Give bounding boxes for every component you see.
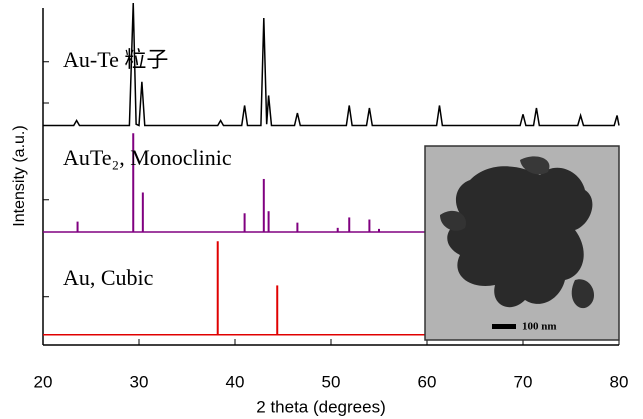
plot-area: 20 30 40 50 60 70 80 Au-Te 粒子 AuTe₂, Monoclinic A… xyxy=(34,2,629,391)
panel-label: Au, Cubic xyxy=(63,265,154,290)
particle xyxy=(571,279,595,309)
panel-label: Au-Te 粒子 xyxy=(63,47,168,72)
scale-bar xyxy=(492,324,516,329)
y-axis-label: Intensity (a.u.) xyxy=(11,125,28,226)
x-axis-label: 2 theta (degrees) xyxy=(256,397,385,416)
x-tick-label: 70 xyxy=(514,372,533,391)
x-tick-label: 80 xyxy=(610,372,629,391)
x-tick-label: 40 xyxy=(226,372,245,391)
pattern-line xyxy=(43,2,620,127)
tem-inset: 100 nm xyxy=(424,145,620,341)
particle xyxy=(447,166,593,308)
particle xyxy=(520,156,550,175)
x-tick-label: 60 xyxy=(418,372,437,391)
scale-label: 100 nm xyxy=(522,321,557,333)
panel-label: AuTe₂, Monoclinic xyxy=(63,145,232,170)
x-tick-label: 50 xyxy=(322,372,341,391)
x-tick-label: 30 xyxy=(130,372,149,391)
x-tick-label: 20 xyxy=(34,372,53,391)
particle xyxy=(440,210,466,231)
